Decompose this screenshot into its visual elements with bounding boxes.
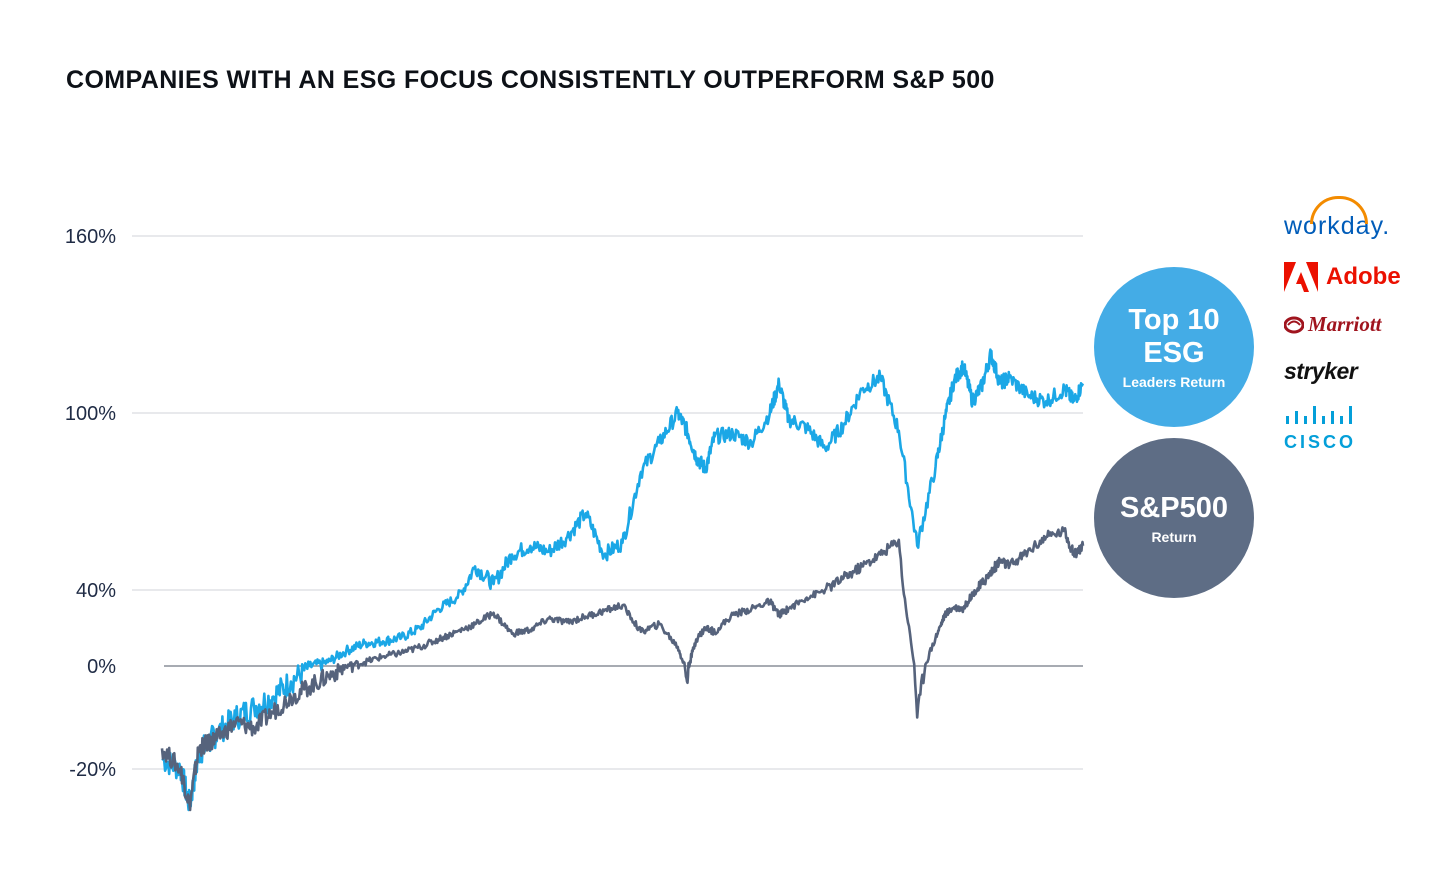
sp-bubble-line2: Return [1151,528,1197,545]
y-tick-label-1: 100% [65,403,116,425]
adobe-logo: Adobe [1284,262,1401,292]
cisco-logo: CISCO [1284,405,1360,453]
adobe-a-icon [1284,262,1318,292]
cisco-bars-icon [1286,406,1352,424]
y-axis-ticks: 160% 100% 40% 0% -20% [65,226,116,781]
esg-bubble-line1: Top 10 [1128,304,1220,336]
stryker-logo-text: stryker [1284,358,1358,384]
chart-title: COMPANIES WITH AN ESG FOCUS CONSISTENTLY… [66,66,995,94]
adobe-logo-text: Adobe [1326,263,1401,290]
marriott-logo-text: Marriott [1308,312,1382,336]
marriott-mark-icon [1284,316,1304,333]
y-tick-label-2: 40% [76,580,116,602]
esg-bubble-line3: Leaders Return [1122,374,1226,390]
sp-bubble-line1: S&P500 [1119,491,1228,524]
y-tick-label-4: -20% [69,759,116,781]
stryker-logo: stryker [1284,358,1358,385]
cisco-logo-text: CISCO [1284,432,1357,452]
series-line-esg-leaders [161,348,1085,812]
sp500-bubble: S&P500 Return [1094,438,1254,598]
grid-layer [132,235,1083,770]
esg-leaders-bubble: Top 10 ESG Leaders Return [1094,267,1254,427]
workday-logo: workday. [1284,196,1390,241]
marriott-logo: Marriott [1284,312,1382,337]
series-line-sp500 [160,526,1085,812]
esg-bubble-line2: ESG [1143,337,1205,369]
y-tick-label-3: 0% [87,656,116,678]
y-tick-label-0: 160% [65,226,116,248]
series-layer [160,348,1085,812]
